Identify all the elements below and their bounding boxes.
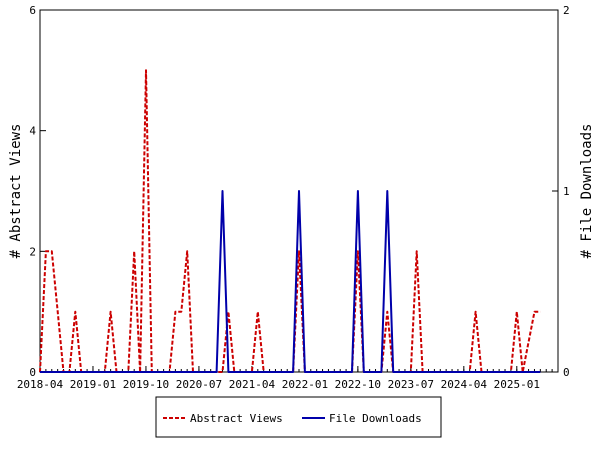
x-tick-label: 2019-01: [70, 378, 116, 391]
y-right-tick-label: 0: [563, 366, 570, 379]
x-tick-label: 2018-04: [17, 378, 64, 391]
legend-label-abstract-views: Abstract Views: [190, 412, 283, 425]
legend-box: [155, 396, 442, 438]
y-right-tick-label: 2: [563, 4, 570, 17]
right-axis-title: # File Downloads: [579, 124, 595, 259]
x-tick-label: 2020-07: [176, 378, 222, 391]
plot-layer: 2018-04 2019-01 2019-10 2020-07 2021-04 2022-…: [17, 4, 570, 391]
x-tick-label: 2022-01: [282, 378, 328, 391]
left-axis-title: # Abstract Views: [8, 124, 24, 259]
x-tick-label: 2022-10: [335, 378, 381, 391]
x-tick-label: 2024-04: [441, 378, 488, 391]
series-line-file-downloads: [40, 190, 541, 373]
y-left-tick-label: 2: [29, 245, 36, 258]
x-tick-label: 2019-10: [123, 378, 169, 391]
y-left-tick-label: 0: [29, 366, 36, 379]
series-line-abstract-views: [39, 69, 541, 373]
y-left-tick-label: 6: [29, 4, 36, 17]
legend-label-file-downloads: File Downloads: [329, 412, 422, 425]
y-left-tick-label: 4: [29, 125, 36, 138]
legend: Abstract Views File Downloads: [155, 396, 442, 438]
x-tick-label: 2021-04: [229, 378, 276, 391]
x-tick-label: 2023-07: [388, 378, 434, 391]
x-tick-label: 2025-01: [494, 378, 540, 391]
y-right-tick-label: 1: [563, 185, 570, 198]
